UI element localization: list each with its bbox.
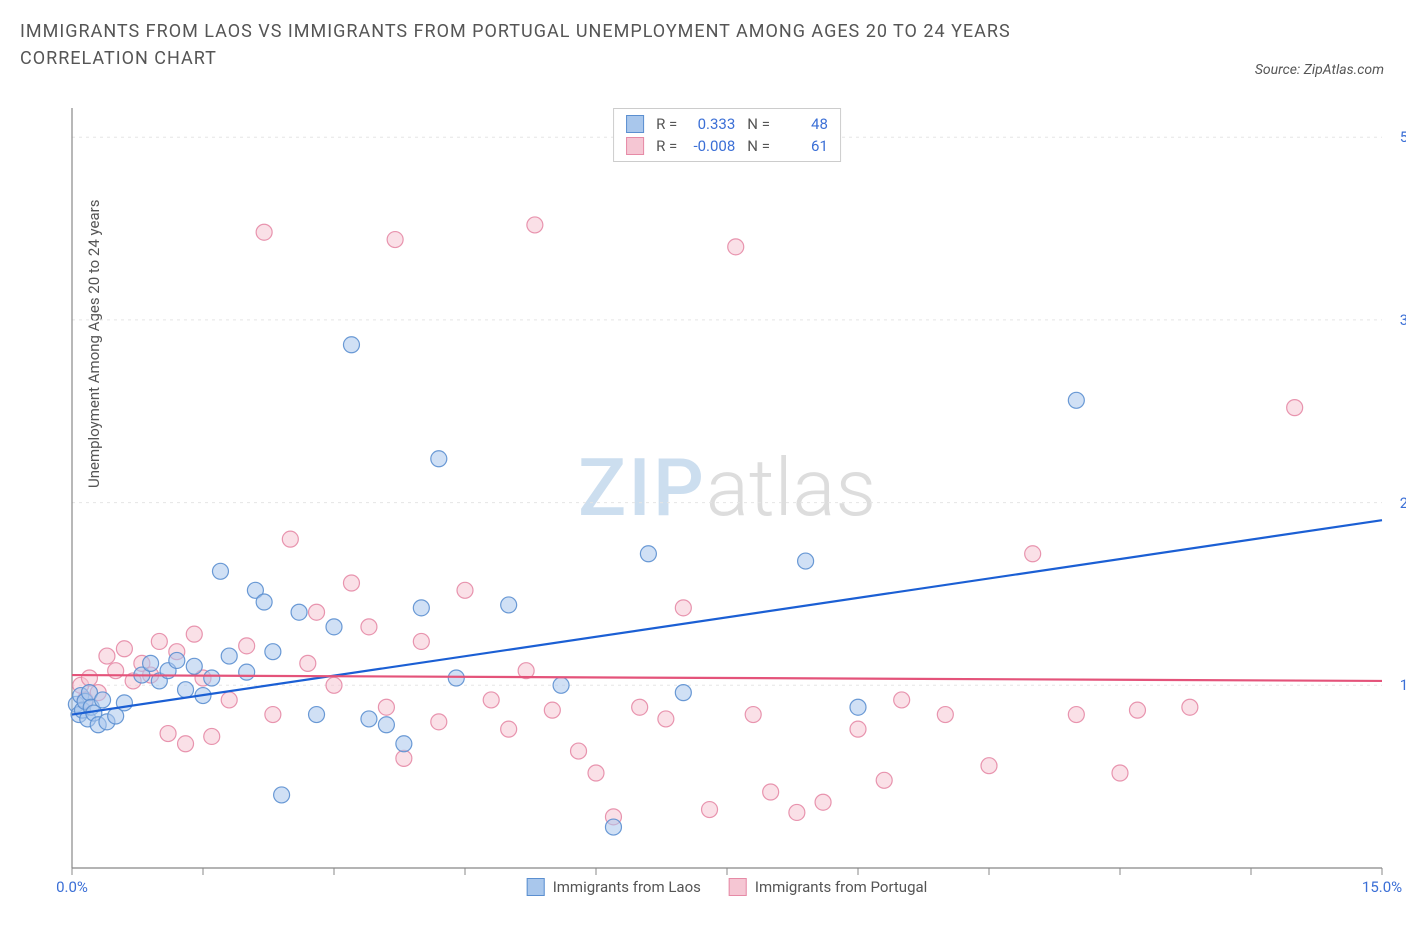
y-tick-label: 25.0% — [1400, 494, 1406, 512]
n-value-laos: 48 — [778, 115, 828, 133]
y-tick-label: 12.5% — [1400, 676, 1406, 694]
source-attribution: Source: ZipAtlas.com — [1255, 62, 1384, 78]
legend-swatch-laos-icon — [527, 878, 545, 896]
n-label: N = — [747, 137, 770, 155]
r-label: R = — [656, 115, 677, 133]
legend-item-laos: Immigrants from Laos — [527, 878, 701, 896]
x-tick-label: 15.0% — [1362, 878, 1402, 896]
series-legend: Immigrants from Laos Immigrants from Por… — [527, 878, 928, 896]
legend-label-laos: Immigrants from Laos — [553, 878, 701, 896]
y-tick-label: 50.0% — [1400, 128, 1406, 146]
r-value-portugal: -0.008 — [685, 137, 735, 155]
n-label: N = — [747, 115, 770, 133]
legend-row-laos: R = 0.333 N = 48 — [626, 113, 828, 135]
legend-swatch-laos — [626, 115, 644, 133]
legend-label-portugal: Immigrants from Portugal — [755, 878, 927, 896]
chart-area: Unemployment Among Ages 20 to 24 years Z… — [72, 108, 1382, 868]
correlation-legend: R = 0.333 N = 48 R = -0.008 N = 61 — [613, 108, 841, 162]
r-label: R = — [656, 137, 677, 155]
scatter-points-portugal — [73, 217, 1303, 825]
legend-item-portugal: Immigrants from Portugal — [729, 878, 927, 896]
n-value-portugal: 61 — [778, 137, 828, 155]
y-tick-label: 37.5% — [1400, 311, 1406, 329]
r-value-laos: 0.333 — [685, 115, 735, 133]
legend-swatch-portugal-icon — [729, 878, 747, 896]
chart-title: IMMIGRANTS FROM LAOS VS IMMIGRANTS FROM … — [20, 18, 1120, 72]
x-tick-label: 0.0% — [56, 878, 88, 896]
legend-swatch-portugal — [626, 137, 644, 155]
axes — [72, 108, 1388, 875]
legend-row-portugal: R = -0.008 N = 61 — [626, 135, 828, 157]
scatter-plot — [72, 108, 1382, 868]
